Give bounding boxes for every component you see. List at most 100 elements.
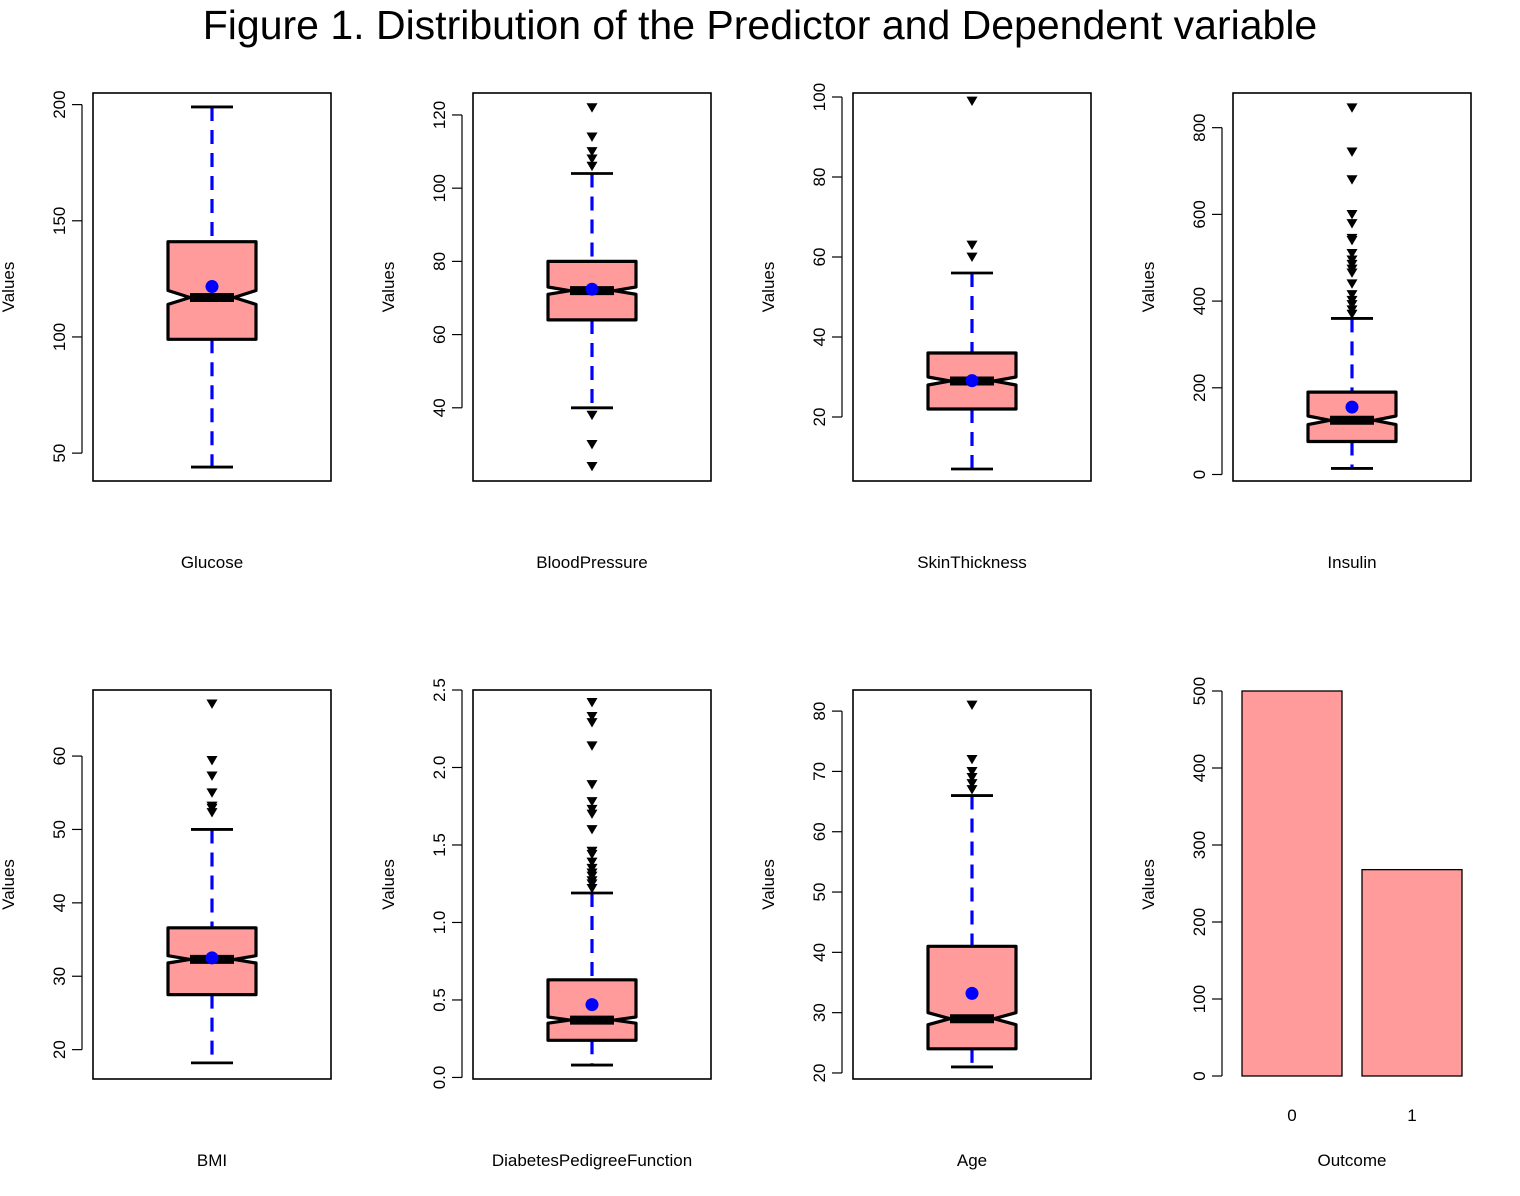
outlier-point [586,804,598,815]
y-tick-label: 40 [810,943,829,962]
panel-bloodpressure: 40 60 80 100 120 Values BloodPressure [379,92,712,572]
plot-frame [1232,92,1472,482]
outlier-point [1346,103,1358,113]
outlier-point [586,863,598,874]
y-tick-label: 200 [50,90,69,118]
y-tick-label: 2.0 [430,756,449,780]
x-tick-label: 0 [1287,1106,1296,1125]
outlier-point [1346,290,1358,300]
y-tick-label: 0.0 [430,1066,449,1090]
outlier-point [586,147,598,157]
y-tick-label: 0 [1190,1071,1209,1080]
y-tick-label: 800 [1190,113,1209,141]
y-tick-label: 2.5 [430,678,449,702]
outlier-point [206,801,218,811]
outlier-point [966,785,978,795]
panel-glucose: 50 100 150 200 Values Glucose [0,90,332,572]
outlier-point [1346,255,1358,265]
x-axis-label: DiabetesPedigreeFunction [492,1151,692,1170]
y-tick-label: 70 [810,762,829,781]
outlier-point [966,754,978,765]
outlier-point [206,788,218,798]
x-axis-label: Glucose [181,553,243,572]
outlier-point [1346,233,1358,244]
y-tick-label: 100 [50,323,69,351]
y-tick-label: 30 [810,1003,829,1022]
panel-bmi: 20 30 40 50 60 Values BMI [0,689,332,1170]
x-tick-label: 1 [1407,1106,1416,1125]
outlier-point [586,410,598,421]
outlier-point [966,767,978,777]
y-tick-label: 300 [1190,831,1209,859]
outlier-point [1346,279,1358,289]
mean-point [205,280,219,294]
y-tick-label: 120 [430,101,449,129]
outlier-point [966,773,978,783]
plot-frame [472,92,712,482]
outlier-point [586,825,598,835]
mean-point [1345,400,1359,414]
outlier-point [966,252,978,262]
outlier-point [586,797,598,807]
y-tick-label: 0 [1190,470,1209,479]
y-tick-label: 60 [50,747,69,766]
outlier-point [586,103,598,113]
panel-outcome: 0 100 200 300 400 500 Values Outcome 0 1 [1139,677,1463,1170]
y-tick-label: 1.0 [430,911,449,935]
y-tick-label: 400 [1190,287,1209,315]
y-tick-label: 40 [810,328,829,347]
y-tick-label: 80 [430,252,449,271]
outlier-point [1346,147,1358,157]
x-axis-label: Insulin [1327,553,1376,572]
y-tick-label: 600 [1190,200,1209,228]
x-axis-label: Age [957,1151,987,1170]
y-tick-label: 0.5 [430,988,449,1012]
y-axis-label: Values [0,859,18,910]
y-tick-label: 200 [1190,908,1209,936]
outlier-point [586,857,598,867]
outlier-point [586,439,598,450]
y-tick-label: 20 [810,408,829,427]
y-tick-label: 30 [50,967,69,986]
panel-age: 20 30 40 50 60 70 80 Values Age [759,689,1092,1170]
y-tick-label: 400 [1190,754,1209,782]
y-tick-label: 100 [810,83,829,111]
plot-frame [92,92,332,482]
plot-frame [92,689,332,1080]
mean-point [585,282,599,296]
outlier-point [1346,249,1358,259]
outlier-point [586,161,598,172]
y-axis-label: Values [1139,262,1158,313]
mean-point [965,374,979,388]
y-axis-label: Values [1139,859,1158,910]
outlier-point [586,741,598,751]
y-tick-label: 60 [810,822,829,841]
outlier-point [1346,295,1358,306]
mean-point [965,986,979,1000]
outlier-point [586,461,598,472]
outlier-point [1346,209,1358,220]
y-tick-label: 200 [1190,374,1209,402]
y-tick-label: 100 [430,174,449,202]
y-axis-label: Values [759,262,778,313]
y-tick-label: 20 [810,1064,829,1083]
figure-title: Figure 1. Distribution of the Predictor … [202,2,1318,48]
outlier-point [1346,219,1358,229]
outlier-point [586,780,598,790]
y-tick-label: 80 [810,702,829,721]
y-tick-label: 40 [50,893,69,912]
outlier-point [966,240,978,250]
y-tick-label: 500 [1190,677,1209,705]
bar-0 [1241,690,1343,1077]
plot-frame [852,689,1092,1080]
x-axis-label: Outcome [1318,1151,1387,1170]
outlier-point [586,711,598,722]
y-tick-label: 60 [810,248,829,267]
y-axis-label: Values [0,262,18,313]
outlier-point [966,700,978,711]
outlier-point [1346,305,1358,315]
panel-insulin: 0 200 400 600 800 Values Insulin [1139,92,1472,572]
outlier-point [586,154,598,164]
outlier-point [966,779,978,789]
outlier-point [206,699,218,709]
